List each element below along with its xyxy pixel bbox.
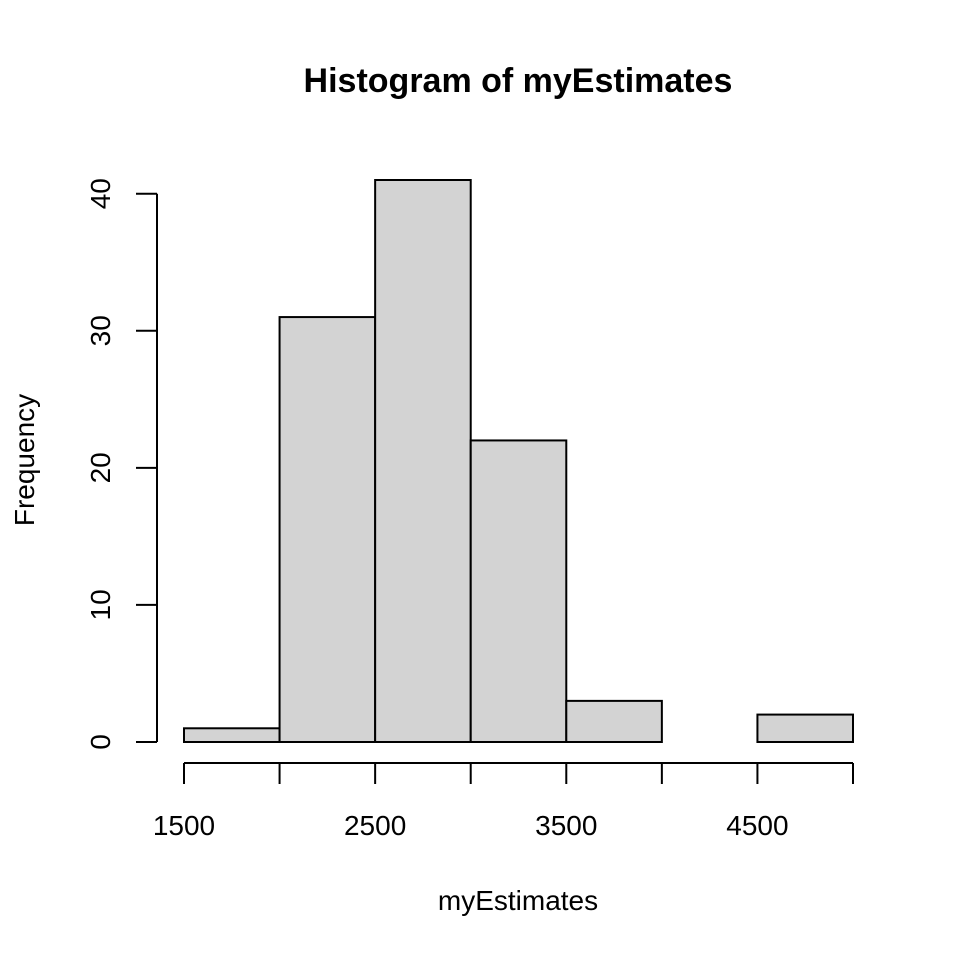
y-axis-title: Frequency	[9, 394, 40, 526]
x-tick-label: 2500	[344, 810, 406, 841]
histogram-bar-4	[565, 699, 663, 744]
histogram-bar-6	[756, 713, 855, 744]
y-tick-label: 0	[85, 734, 116, 750]
histogram-bar-3	[469, 439, 568, 743]
x-axis: 1500 2500 3500 4500	[153, 762, 854, 841]
x-tick-label: 3500	[535, 810, 597, 841]
y-tick-label: 40	[85, 178, 116, 209]
y-tick-label: 30	[85, 315, 116, 346]
chart-title: Histogram of myEstimates	[304, 62, 733, 100]
bars-group	[183, 179, 855, 744]
y-axis: 0 10 20 30 40	[85, 178, 158, 750]
histogram-bar-1	[278, 316, 377, 743]
y-tick-label: 20	[85, 452, 116, 483]
x-tick-label: 4500	[726, 810, 788, 841]
histogram-bar-0	[183, 727, 281, 743]
histogram-bar-2	[374, 179, 472, 743]
x-axis-title: myEstimates	[438, 885, 598, 916]
x-tick-label: 1500	[153, 810, 215, 841]
y-tick-label: 10	[85, 589, 116, 620]
